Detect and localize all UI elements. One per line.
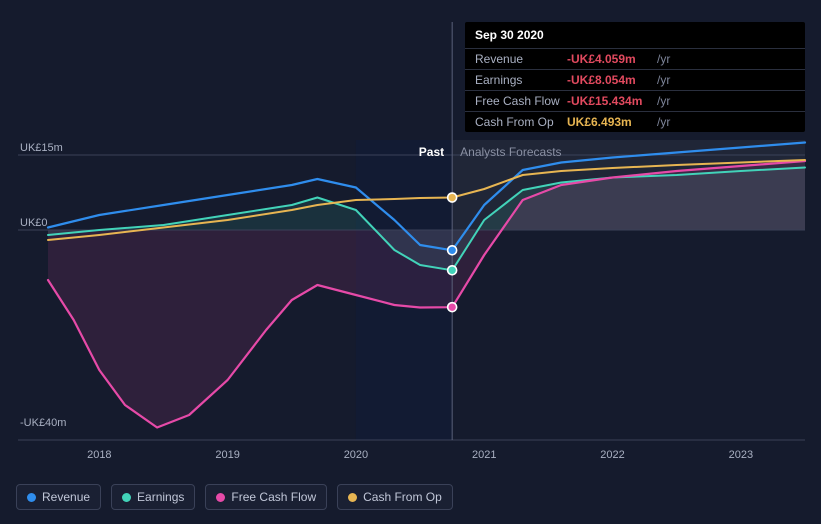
tooltip-row: Free Cash Flow -UK£15.434m /yr — [465, 90, 805, 111]
legend-item-cfo[interactable]: Cash From Op — [337, 484, 453, 510]
svg-text:-UK£40m: -UK£40m — [20, 417, 66, 429]
tooltip-panel: Sep 30 2020 Revenue -UK£4.059m /yr Earni… — [465, 22, 805, 132]
tooltip-label: Free Cash Flow — [475, 94, 567, 108]
tooltip-label: Earnings — [475, 73, 567, 87]
legend-dot-icon — [348, 493, 357, 502]
tooltip-row: Revenue -UK£4.059m /yr — [465, 48, 805, 69]
legend-item-fcf[interactable]: Free Cash Flow — [205, 484, 327, 510]
legend-dot-icon — [27, 493, 36, 502]
tooltip-row: Earnings -UK£8.054m /yr — [465, 69, 805, 90]
legend-item-revenue[interactable]: Revenue — [16, 484, 101, 510]
legend-dot-icon — [122, 493, 131, 502]
tooltip-value: UK£6.493m — [567, 115, 653, 129]
tooltip-value: -UK£8.054m — [567, 73, 653, 87]
legend-label: Cash From Op — [363, 490, 442, 504]
svg-text:UK£0: UK£0 — [20, 217, 48, 229]
tooltip-date: Sep 30 2020 — [465, 22, 805, 48]
legend-dot-icon — [216, 493, 225, 502]
svg-text:2023: 2023 — [729, 449, 753, 461]
svg-text:2019: 2019 — [215, 449, 239, 461]
tooltip-value: -UK£15.434m — [567, 94, 653, 108]
tooltip-value: -UK£4.059m — [567, 52, 653, 66]
svg-text:2020: 2020 — [344, 449, 368, 461]
svg-text:2022: 2022 — [600, 449, 624, 461]
tooltip-label: Cash From Op — [475, 115, 567, 129]
legend-label: Revenue — [42, 490, 90, 504]
legend-item-earnings[interactable]: Earnings — [111, 484, 195, 510]
tooltip-label: Revenue — [475, 52, 567, 66]
svg-text:2021: 2021 — [472, 449, 496, 461]
tooltip-unit: /yr — [657, 115, 670, 129]
legend-label: Free Cash Flow — [231, 490, 316, 504]
svg-text:Past: Past — [419, 145, 444, 159]
legend-label: Earnings — [137, 490, 184, 504]
tooltip-row: Cash From Op UK£6.493m /yr — [465, 111, 805, 132]
tooltip-unit: /yr — [657, 73, 670, 87]
tooltip-unit: /yr — [657, 52, 670, 66]
svg-text:UK£15m: UK£15m — [20, 142, 63, 154]
svg-text:2018: 2018 — [87, 449, 111, 461]
tooltip-unit: /yr — [657, 94, 670, 108]
svg-text:Analysts Forecasts: Analysts Forecasts — [460, 145, 561, 159]
legend: Revenue Earnings Free Cash Flow Cash Fro… — [16, 484, 453, 510]
